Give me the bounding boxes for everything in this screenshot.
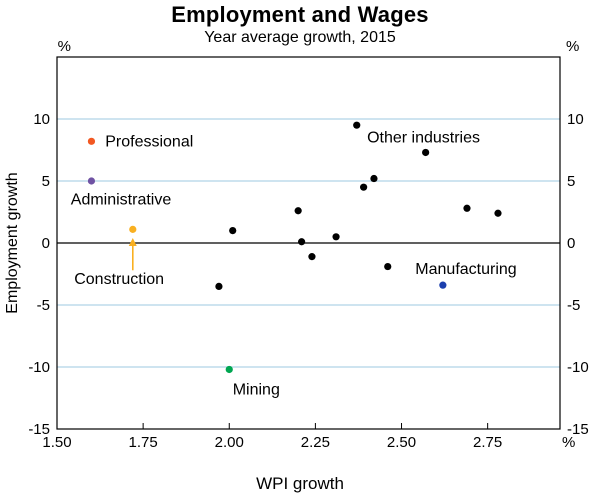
chart-subtitle: Year average growth, 2015 [204,29,396,46]
data-point [370,174,378,183]
plot-frame [56,56,561,430]
x-tick-label: 2.00 [215,434,244,451]
data-point [225,365,233,374]
series-label: Professional [105,133,193,150]
data-point [494,209,502,217]
series-label: Construction [74,271,164,288]
y-axis-title: Employment growth [4,172,21,314]
data-point [87,137,96,145]
x-axis-title: WPI growth [256,474,344,493]
chart-title: Employment and Wages [171,2,429,27]
y-tick-label-right: 10 [567,111,584,128]
annotation-arrowhead [128,238,137,247]
y-unit-label-right: % [566,38,579,55]
data-point [422,148,430,157]
data-point [294,207,302,215]
x-tick-label: 1.75 [129,434,158,451]
data-point [384,262,392,271]
x-tick-label: 2.75 [473,434,502,451]
x-unit-label: % [562,434,575,451]
y-tick-label-left: 5 [42,173,50,190]
data-point [439,281,447,289]
data-point [332,233,340,241]
data-point [215,282,223,290]
y-tick-label-right: -15 [567,421,589,438]
y-tick-label-left: 10 [33,111,50,128]
series-label: Manufacturing [415,261,516,278]
y-tick-label-right: -5 [567,297,580,314]
data-point [298,238,306,246]
y-unit-label-left: % [58,38,71,55]
data-point [360,183,368,191]
y-tick-label-right: 0 [567,235,575,252]
data-point [353,121,361,129]
data-point [129,225,137,233]
series-label: Administrative [71,192,172,209]
y-tick-label-right: -10 [567,359,589,376]
series-label: Other industries [367,130,480,147]
y-tick-label-left: -15 [28,421,50,438]
series-label: Mining [233,381,280,398]
y-tick-label-left: -5 [37,297,50,314]
data-point [229,227,237,235]
x-tick-label: 2.25 [301,434,330,451]
data-point [87,177,96,185]
data-point [308,253,316,261]
x-tick-label: 2.50 [387,434,416,451]
y-tick-label-left: -10 [28,359,50,376]
data-point [463,204,471,212]
x-tick-label: 1.50 [42,434,71,451]
y-tick-label-right: 5 [567,173,575,190]
y-tick-label-left: 0 [42,235,50,252]
